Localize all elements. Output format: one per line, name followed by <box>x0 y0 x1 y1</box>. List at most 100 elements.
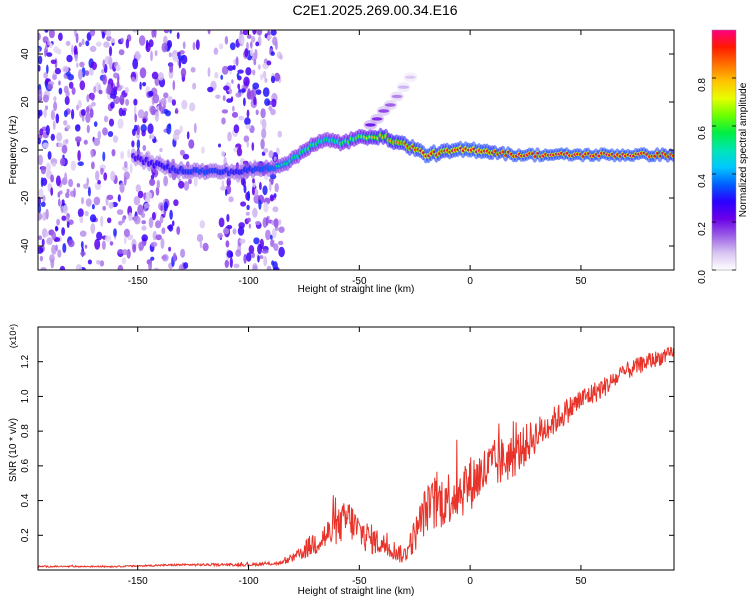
noise-speckle <box>231 111 239 118</box>
noise-speckle <box>269 181 272 192</box>
noise-speckle <box>232 105 235 112</box>
signal-body <box>365 123 376 127</box>
noise-speckle <box>173 129 181 136</box>
noise-speckle <box>43 108 47 119</box>
noise-speckle <box>266 60 272 66</box>
noise-speckle <box>261 128 267 139</box>
noise-speckle <box>237 83 241 90</box>
colorbar-gradient <box>712 30 736 270</box>
noise-speckle <box>132 128 136 136</box>
noise-speckle <box>40 177 44 188</box>
noise-speckle <box>38 32 41 41</box>
noise-speckle <box>61 199 65 206</box>
y-tick-label: 0.8 <box>20 424 31 438</box>
noise-speckle <box>263 201 269 213</box>
noise-speckle <box>133 215 141 225</box>
noise-speckle <box>189 102 196 112</box>
noise-speckle <box>160 204 163 212</box>
noise-speckle <box>255 89 262 95</box>
noise-speckle <box>161 42 168 53</box>
y-tick-label: 0.4 <box>20 493 31 507</box>
noise-speckle <box>241 36 245 47</box>
noise-speckle <box>87 186 91 197</box>
noise-speckle <box>123 236 127 245</box>
noise-speckle <box>133 98 138 106</box>
noise-speckle <box>56 218 60 226</box>
noise-speckle <box>278 219 282 226</box>
noise-speckle <box>53 101 58 112</box>
noise-speckle <box>80 109 86 116</box>
noise-speckle <box>44 231 49 237</box>
noise-speckle <box>65 40 71 47</box>
noise-speckle <box>64 96 70 106</box>
noise-speckle <box>44 30 49 33</box>
noise-speckle <box>103 115 109 123</box>
noise-speckle <box>102 151 106 162</box>
noise-speckle <box>229 42 236 51</box>
noise-speckle <box>176 226 181 235</box>
noise-speckle <box>128 212 133 222</box>
noise-speckle <box>103 172 108 181</box>
noise-speckle <box>262 185 268 196</box>
noise-speckle <box>213 47 219 55</box>
snr-x-ticks: -150 -100 -50 0 50 <box>128 327 587 587</box>
noise-speckle <box>123 228 130 238</box>
y-tick-label: 0 <box>20 147 31 153</box>
noise-speckle <box>77 208 84 218</box>
noise-speckle <box>85 106 90 114</box>
noise-speckle <box>252 178 255 184</box>
noise-speckle <box>270 30 277 36</box>
noise-speckle <box>137 190 144 199</box>
noise-speckle <box>132 243 137 253</box>
noise-speckle <box>133 195 141 206</box>
noise-speckle <box>180 67 187 78</box>
noise-speckle <box>264 98 271 106</box>
noise-speckle <box>127 149 131 159</box>
noise-speckle <box>151 212 156 221</box>
noise-speckle <box>71 109 75 120</box>
noise-speckle <box>229 257 233 268</box>
noise-speckle <box>253 237 260 245</box>
colorbar-tick-label: 0.8 <box>697 78 708 92</box>
noise-speckle <box>150 241 158 247</box>
noise-speckle <box>59 190 63 195</box>
noise-speckle <box>181 99 188 110</box>
noise-speckle <box>235 92 242 98</box>
noise-speckle <box>137 109 145 119</box>
noise-speckle <box>251 36 256 43</box>
noise-speckle <box>228 196 234 203</box>
noise-speckle <box>131 76 136 82</box>
noise-speckle <box>38 246 44 254</box>
noise-speckle <box>247 88 251 99</box>
noise-speckle <box>38 235 43 241</box>
noise-speckle <box>105 30 112 37</box>
noise-speckle <box>132 30 138 33</box>
noise-speckle <box>119 182 125 194</box>
noise-speckle <box>90 92 95 101</box>
spectrogram-panel: -150 -100 -50 0 50 -40 -20 0 20 40 Height of str… <box>8 29 675 295</box>
noise-speckle <box>117 118 124 129</box>
noise-speckle <box>150 105 157 116</box>
spectrogram-y-axis-label: Frequency (Hz) <box>8 116 19 185</box>
x-tick-label: -100 <box>239 576 259 587</box>
colorbar-tick-label: 0.6 <box>697 126 708 140</box>
noise-speckle <box>115 64 121 72</box>
noise-speckle <box>270 108 276 116</box>
noise-speckle <box>161 253 169 262</box>
noise-speckle <box>250 41 253 49</box>
noise-speckle <box>222 227 230 235</box>
noise-speckle <box>257 243 263 255</box>
y-tick-label: 40 <box>20 48 31 60</box>
snr-y-ticks: 0.2 0.4 0.6 0.8 1.0 1.2 <box>20 354 674 542</box>
noise-speckle <box>90 223 96 234</box>
noise-speckle <box>129 163 133 174</box>
noise-speckle <box>246 252 252 262</box>
spectrogram-x-axis-label: Height of straight line (km) <box>298 284 415 295</box>
noise-speckle <box>75 136 82 143</box>
noise-speckle <box>270 75 276 84</box>
noise-speckle <box>83 139 88 145</box>
noise-speckle <box>66 221 70 229</box>
noise-speckle <box>95 170 100 181</box>
snr-x-axis-label: Height of straight line (km) <box>298 586 415 597</box>
noise-speckle <box>65 192 70 199</box>
